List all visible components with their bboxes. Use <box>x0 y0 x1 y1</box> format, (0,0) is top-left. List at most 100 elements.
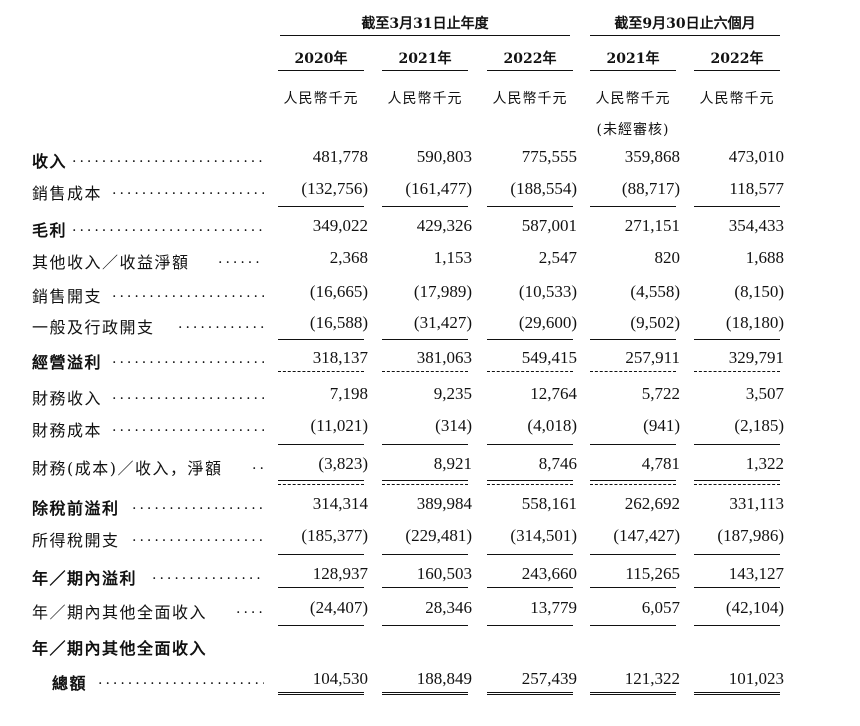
column-underline <box>278 480 364 481</box>
column-underline <box>487 480 573 481</box>
column-underline <box>278 339 364 340</box>
row-label-finance-income: 財務收入 <box>32 389 103 408</box>
row-label-total-ci-heading: 年／期內其他全面收入 <box>32 639 208 658</box>
row-label-oci: 年／期內其他全面收入 <box>32 603 208 622</box>
table-cell: 5,722 <box>641 384 680 403</box>
table-cell: (16,665) <box>309 282 368 301</box>
column-underline <box>590 480 676 481</box>
column-underline <box>694 480 780 481</box>
group-header-annual-rule <box>280 35 570 36</box>
table-cell: 775,555 <box>521 147 577 166</box>
leader-dots: .................................. <box>112 419 264 435</box>
column-underline <box>694 554 780 555</box>
column-underline <box>694 625 780 626</box>
column-underline <box>694 692 780 695</box>
table-cell: (185,377) <box>301 526 368 545</box>
column-underline <box>590 554 676 555</box>
column-underline <box>382 371 468 372</box>
table-cell: (9,502) <box>630 313 680 332</box>
column-underline <box>278 444 364 445</box>
table-cell: 13,779 <box>530 598 577 617</box>
group-header-annual: 截至3月31日止年度 <box>361 16 489 32</box>
column-underline <box>278 587 364 588</box>
unit-label: 人民幣千元 <box>387 91 463 107</box>
year-rule-2 <box>382 70 468 71</box>
table-cell: (24,407) <box>309 598 368 617</box>
table-cell: (132,756) <box>301 179 368 198</box>
column-underline <box>487 587 573 588</box>
table-cell: 2,547 <box>538 248 577 267</box>
unit-label: 人民幣千元 <box>595 91 671 107</box>
table-cell: 8,921 <box>433 454 472 473</box>
row-label-total-ci: 總額 <box>52 674 88 693</box>
table-cell: 3,507 <box>745 384 784 403</box>
table-cell: 160,503 <box>416 564 472 583</box>
table-cell: (147,427) <box>613 526 680 545</box>
table-cell: 257,911 <box>625 348 680 367</box>
table-cell: 262,692 <box>624 494 680 513</box>
table-cell: 28,346 <box>425 598 472 617</box>
column-underline <box>694 339 780 340</box>
table-cell: 8,746 <box>538 454 577 473</box>
table-cell: 318,137 <box>312 348 368 367</box>
column-underline <box>278 554 364 555</box>
table-cell: 389,984 <box>416 494 472 513</box>
table-cell: (314) <box>435 416 472 435</box>
table-cell: 7,198 <box>329 384 368 403</box>
row-label-gross-profit: 毛利 <box>32 221 68 240</box>
table-cell: 549,415 <box>521 348 577 367</box>
column-underline <box>278 371 364 372</box>
year-rule-4 <box>590 70 676 71</box>
row-label-finance-net: 財務(成本)／收入，淨額 <box>32 459 223 478</box>
row-label-admin-expenses: 一般及行政開支 <box>32 318 155 337</box>
table-cell: 349,022 <box>312 216 368 235</box>
table-cell: 1,153 <box>433 248 472 267</box>
table-cell: 381,063 <box>416 348 472 367</box>
column-underline <box>382 484 468 485</box>
leader-dots: .................................. <box>112 351 264 367</box>
table-cell: (229,481) <box>405 526 472 545</box>
table-cell: (88,717) <box>621 179 680 198</box>
table-cell: 359,868 <box>624 147 680 166</box>
leader-dots: .......... <box>218 251 264 267</box>
column-underline <box>590 692 676 695</box>
row-label-profit-before-tax: 除稅前溢利 <box>32 499 120 518</box>
year-header-3: 2022年 <box>503 51 557 67</box>
column-underline <box>382 206 468 207</box>
table-cell: 473,010 <box>728 147 784 166</box>
table-cell: 121,322 <box>624 669 680 688</box>
table-cell: (42,104) <box>725 598 784 617</box>
table-cell: 6,057 <box>641 598 680 617</box>
column-underline <box>487 206 573 207</box>
group-header-interim: 截至9月30日止六個月 <box>614 16 756 32</box>
table-cell: (8,150) <box>734 282 784 301</box>
column-underline <box>382 587 468 588</box>
table-cell: 101,023 <box>728 669 784 688</box>
table-cell: (941) <box>643 416 680 435</box>
table-cell: (4,558) <box>630 282 680 301</box>
table-cell: 257,439 <box>521 669 577 688</box>
table-cell: 243,660 <box>521 564 577 583</box>
column-underline <box>487 339 573 340</box>
table-cell: (18,180) <box>725 313 784 332</box>
column-underline <box>590 206 676 207</box>
table-cell: (187,986) <box>717 526 784 545</box>
year-header-1: 2020年 <box>294 51 348 67</box>
group-header-interim-rule <box>590 35 780 36</box>
table-cell: 481,778 <box>312 147 368 166</box>
table-cell: 104,530 <box>312 669 368 688</box>
table-cell: 558,161 <box>521 494 577 513</box>
column-underline <box>278 692 364 695</box>
year-rule-3 <box>487 70 573 71</box>
year-header-4: 2021年 <box>606 51 660 67</box>
leader-dots: ..... <box>236 601 266 617</box>
column-underline <box>590 371 676 372</box>
table-cell: (17,989) <box>413 282 472 301</box>
row-label-revenue: 收入 <box>32 152 68 171</box>
leader-dots: .................................. <box>112 182 264 198</box>
leader-dots: .................... <box>178 316 264 332</box>
table-cell: 331,113 <box>729 494 784 513</box>
column-underline <box>590 444 676 445</box>
table-cell: 329,791 <box>728 348 784 367</box>
column-underline <box>278 625 364 626</box>
